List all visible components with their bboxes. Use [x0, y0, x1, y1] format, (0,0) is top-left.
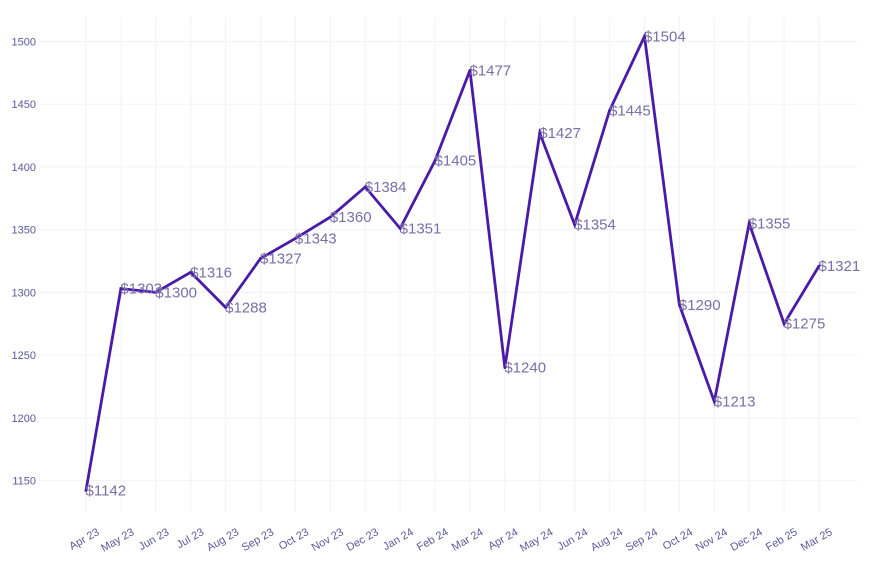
- x-tick-label: Sep 23: [240, 526, 276, 554]
- x-tick-label: Oct 23: [277, 526, 311, 553]
- y-tick-label: 1200: [12, 413, 36, 425]
- x-tick-label: Jun 24: [556, 526, 591, 553]
- series-line: [84, 31, 821, 491]
- data-label: $1300: [155, 284, 197, 301]
- data-point: [189, 270, 193, 274]
- data-label: $1288: [225, 299, 267, 316]
- data-point: [119, 287, 123, 290]
- data-point: [224, 306, 228, 309]
- x-tick-label: May 24: [518, 526, 555, 554]
- x-tick-label: Dec 23: [345, 526, 381, 554]
- series-layer: [84, 31, 821, 492]
- data-point: [328, 215, 332, 219]
- data-point: [433, 159, 437, 163]
- x-tick-label: Apr 24: [486, 526, 520, 553]
- data-point: [538, 131, 542, 135]
- data-label: $1327: [260, 250, 302, 267]
- data-point: [782, 322, 786, 326]
- x-tick-label: May 23: [99, 526, 136, 554]
- data-label: $1405: [435, 153, 477, 170]
- y-axis-ticks: 1150 1200 1250 1300 1350 1400 1450 1500: [12, 37, 36, 488]
- x-tick-label: Sep 24: [624, 526, 660, 554]
- x-tick-label: Oct 24: [661, 526, 695, 553]
- data-point: [712, 400, 716, 403]
- data-point: [259, 257, 262, 260]
- data-label: $1275: [784, 316, 826, 333]
- grid-layer: [38, 17, 858, 512]
- data-label: $1355: [749, 215, 791, 232]
- data-point: [294, 237, 297, 240]
- data-label: $1384: [365, 179, 407, 196]
- data-label: $1321: [819, 258, 861, 275]
- data-point: [817, 264, 821, 268]
- x-tick-label: Feb 25: [764, 526, 800, 554]
- data-label: $1303: [120, 281, 162, 298]
- data-label: $1290: [679, 297, 721, 314]
- data-label: $1351: [400, 220, 442, 237]
- data-point: [398, 226, 402, 230]
- data-labels: $1142 $1303$1300 $1316 $1288 $1327 $1343 $1360…: [86, 28, 861, 499]
- data-label: $1316: [190, 264, 232, 281]
- x-tick-label: Jun 23: [137, 526, 172, 553]
- x-tick-label: Nov 23: [310, 526, 346, 554]
- data-point: [363, 185, 367, 189]
- x-tick-label: Mar 24: [450, 526, 486, 554]
- y-tick-label: 1450: [12, 99, 36, 111]
- data-point: [747, 221, 751, 225]
- x-tick-label: Mar 25: [799, 526, 835, 554]
- x-tick-label: Aug 23: [205, 526, 241, 554]
- data-label: $1343: [295, 230, 337, 247]
- data-label: $1240: [504, 360, 546, 377]
- data-label: $1477: [469, 62, 511, 79]
- data-label: $1427: [539, 125, 581, 142]
- x-tick-label: Aug 24: [589, 526, 625, 554]
- data-label: $1213: [714, 393, 756, 410]
- data-point: [608, 109, 611, 112]
- y-tick-label: 1250: [12, 350, 36, 362]
- x-tick-label: Apr 23: [67, 526, 101, 553]
- x-tick-label: Nov 24: [694, 526, 730, 554]
- data-label: $1445: [609, 102, 651, 119]
- x-tick-label: Jul 23: [175, 526, 206, 551]
- data-label: $1504: [644, 28, 686, 45]
- y-tick-label: 1350: [12, 225, 36, 237]
- data-label: $1142: [86, 483, 127, 500]
- data-point: [468, 68, 472, 72]
- y-tick-label: 1500: [12, 37, 36, 49]
- data-label: $1354: [574, 217, 616, 234]
- data-point: [154, 290, 158, 294]
- data-point: [643, 35, 646, 38]
- data-point: [503, 366, 507, 370]
- y-tick-label: 1150: [12, 476, 36, 488]
- x-tick-label: Dec 24: [729, 526, 765, 554]
- data-label: $1360: [330, 209, 372, 226]
- data-point: [573, 223, 577, 227]
- y-tick-label: 1400: [12, 162, 36, 174]
- x-tick-label: Jan 24: [381, 526, 416, 553]
- data-point: [84, 489, 88, 492]
- x-tick-label: Feb 24: [415, 526, 451, 554]
- y-tick-label: 1300: [12, 287, 36, 299]
- data-point: [677, 303, 681, 307]
